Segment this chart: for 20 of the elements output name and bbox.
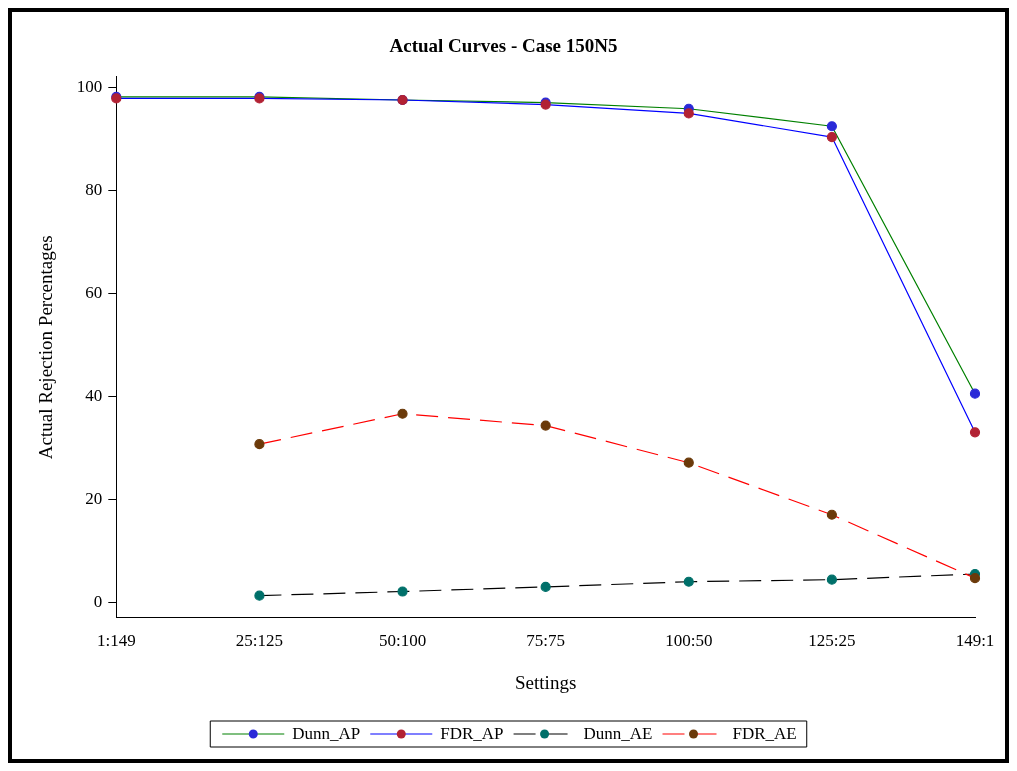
y-axis-title: Actual Rejection Percentages — [35, 235, 57, 460]
legend-label: Dunn_AP — [292, 724, 361, 744]
y-tick-label: 60 — [85, 282, 103, 302]
y-tick-label: 0 — [93, 591, 103, 611]
legend-label: FDR_AP — [440, 724, 504, 744]
y-tick-label: 100 — [76, 76, 103, 96]
y-tick-label: 20 — [85, 488, 103, 508]
legend-label: Dunn_AE — [583, 724, 653, 744]
x-tick-label: 149:1 — [955, 631, 995, 651]
x-tick-label: 75:75 — [526, 631, 566, 651]
x-tick-label: 100:50 — [665, 631, 713, 651]
x-tick-label: 50:100 — [378, 631, 427, 651]
y-tick-label: 80 — [85, 179, 103, 199]
y-tick-label: 40 — [85, 385, 103, 405]
x-tick-label: 1:149 — [96, 631, 136, 651]
x-tick-label: 125:25 — [808, 631, 856, 651]
legend-label: FDR_AE — [732, 724, 797, 744]
chart-title: Actual Curves - Case 150N5 — [389, 35, 618, 57]
x-tick-label: 25:125 — [235, 631, 284, 651]
x-axis-title: Settings — [515, 671, 577, 693]
